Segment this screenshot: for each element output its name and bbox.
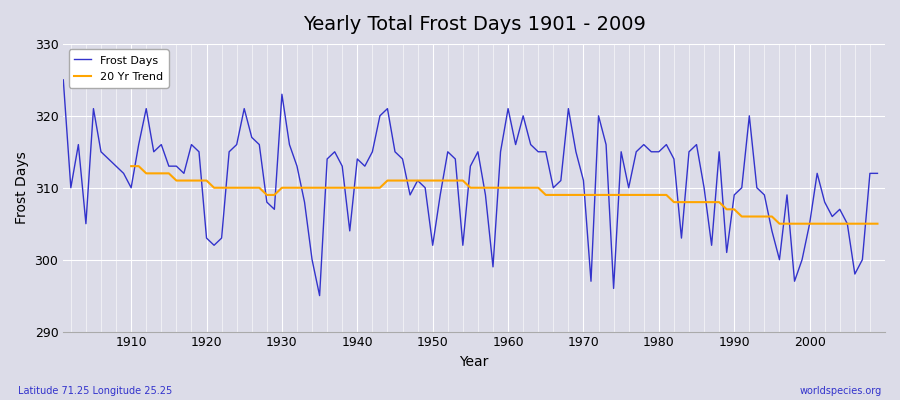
Frost Days	[872, 171, 883, 176]
20 Yr Trend	[842, 221, 852, 226]
20 Yr Trend	[819, 221, 830, 226]
Text: worldspecies.org: worldspecies.org	[800, 386, 882, 396]
Frost Days	[284, 142, 295, 147]
Text: Latitude 71.25 Longitude 25.25: Latitude 71.25 Longitude 25.25	[18, 386, 172, 396]
Frost Days	[58, 78, 68, 82]
Frost Days	[510, 142, 521, 147]
Frost Days	[337, 164, 347, 168]
Line: Frost Days: Frost Days	[63, 80, 878, 296]
Frost Days	[314, 293, 325, 298]
20 Yr Trend	[510, 185, 521, 190]
Frost Days	[503, 106, 514, 111]
Title: Yearly Total Frost Days 1901 - 2009: Yearly Total Frost Days 1901 - 2009	[302, 15, 645, 34]
20 Yr Trend	[269, 192, 280, 197]
20 Yr Trend	[872, 221, 883, 226]
20 Yr Trend	[299, 185, 310, 190]
20 Yr Trend	[774, 221, 785, 226]
Frost Days	[118, 171, 129, 176]
X-axis label: Year: Year	[460, 355, 489, 369]
Y-axis label: Frost Days: Frost Days	[15, 151, 29, 224]
20 Yr Trend	[126, 164, 137, 168]
Legend: Frost Days, 20 Yr Trend: Frost Days, 20 Yr Trend	[68, 50, 168, 88]
Frost Days	[600, 142, 611, 147]
20 Yr Trend	[571, 192, 581, 197]
Line: 20 Yr Trend: 20 Yr Trend	[131, 166, 877, 224]
